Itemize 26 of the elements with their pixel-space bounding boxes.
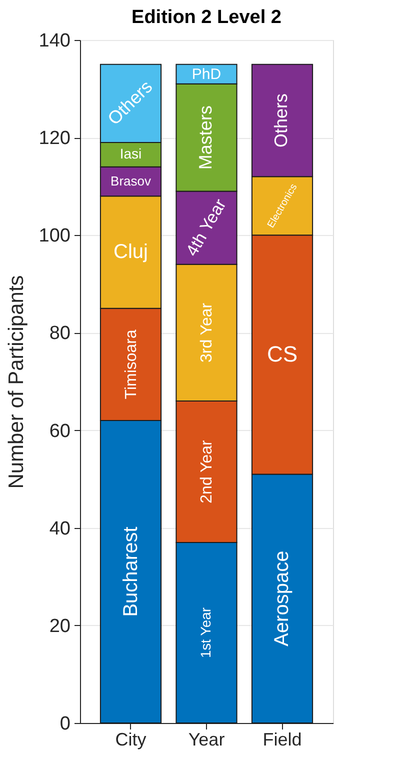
- series-label: 1st Year: [198, 607, 214, 658]
- series-label: 3rd Year: [198, 302, 216, 363]
- x-tick-label: City: [115, 730, 146, 750]
- y-tick-label: 40: [49, 518, 70, 540]
- series-label: Iasi: [120, 146, 142, 162]
- series-label: Aerospace: [271, 550, 294, 646]
- series-label: Bucharest: [120, 526, 142, 617]
- y-axis-title: Number of Participants: [4, 275, 28, 489]
- series-label: Cluj: [114, 241, 148, 264]
- x-tick-label: Field: [262, 730, 302, 750]
- y-tick-label: 0: [60, 714, 70, 734]
- series-label: Brasov: [110, 173, 152, 188]
- series-label: Timisoara: [122, 330, 140, 400]
- x-tick-label: Year: [188, 730, 225, 750]
- series-label: CS: [266, 342, 298, 367]
- y-tick-label: 60: [49, 420, 70, 442]
- series-label: Others: [271, 93, 292, 148]
- series-label: PhD: [192, 66, 222, 84]
- y-tick-label: 80: [49, 323, 70, 344]
- y-tick-label: 120: [38, 128, 70, 150]
- y-tick-label: 140: [38, 30, 70, 52]
- y-tick-label: 100: [38, 226, 70, 247]
- chart-title: Edition 2 Level 2: [132, 7, 282, 28]
- y-tick-label: 20: [49, 616, 70, 637]
- series-label: Masters: [196, 106, 216, 170]
- series-label: 2nd Year: [198, 439, 216, 504]
